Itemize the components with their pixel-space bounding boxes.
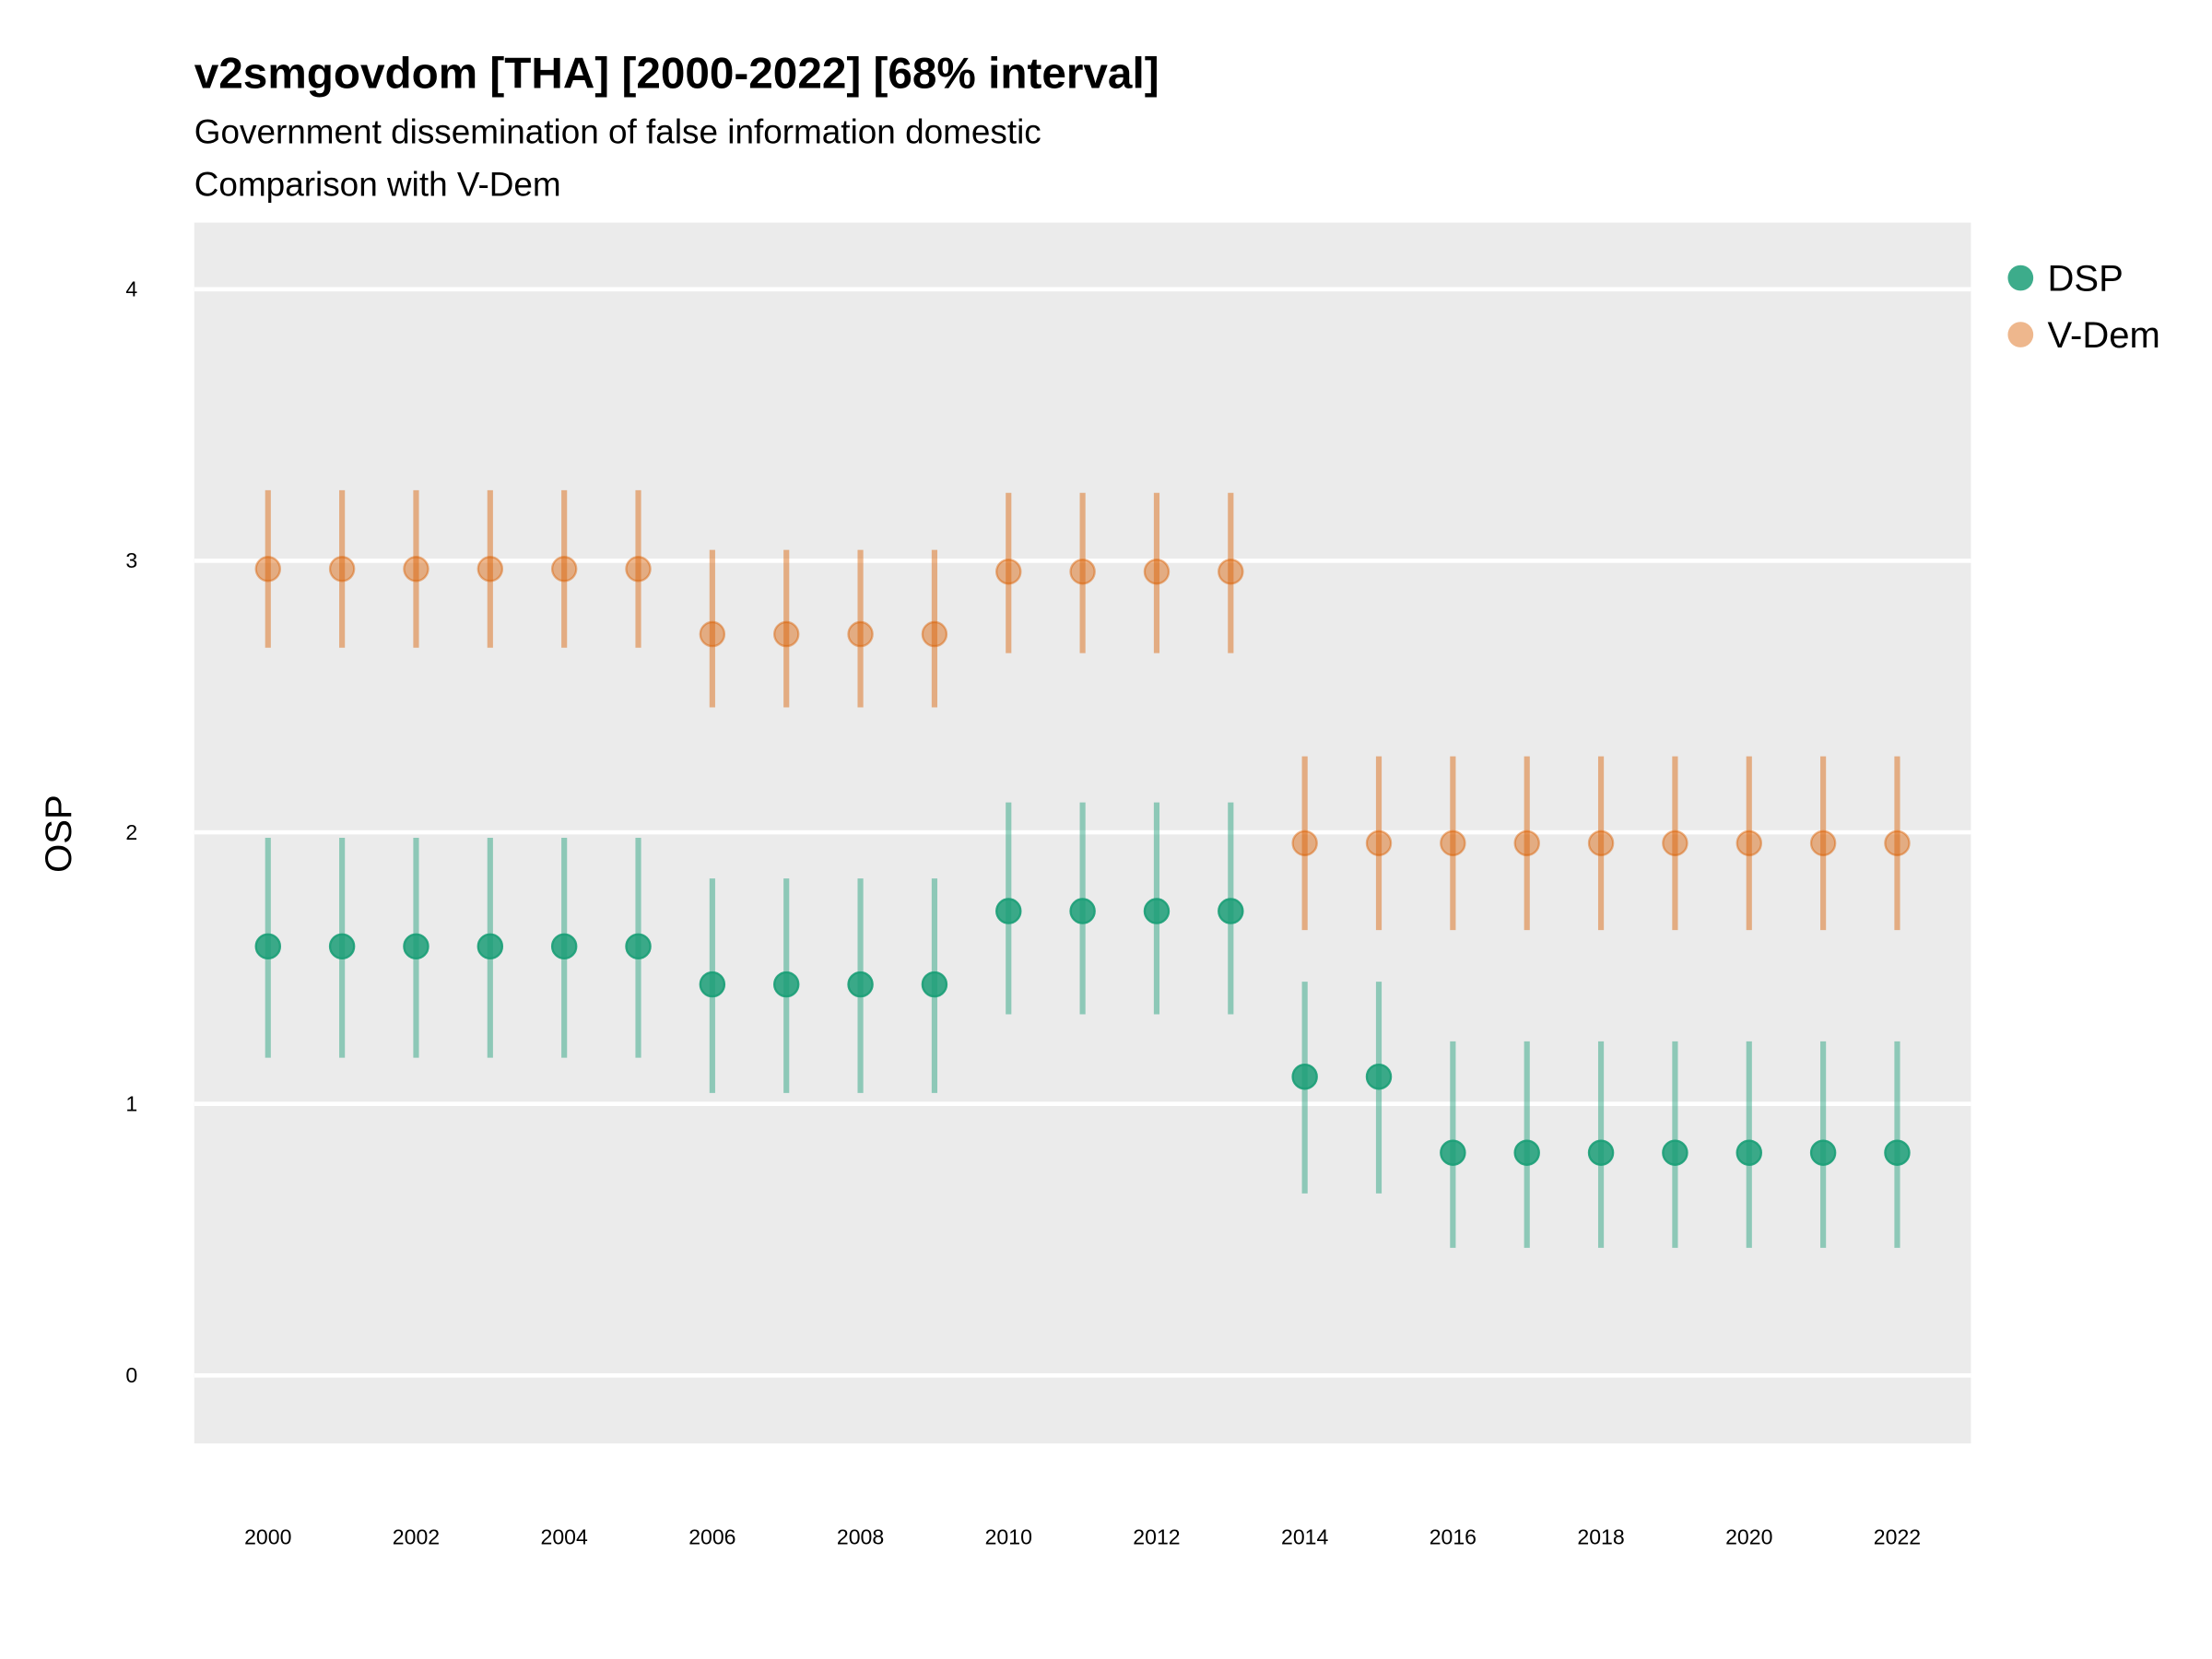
point-v-dem — [1069, 559, 1096, 585]
x-tick-label: 2004 — [541, 1524, 588, 1548]
chart-title: v2smgovdom [THA] [2000-2022] [68% interv… — [194, 49, 1159, 98]
legend-label-dsp: DSP — [2048, 258, 2124, 299]
chart-subtitle-2: Comparison with V-Dem — [194, 165, 561, 203]
point-v-dem — [550, 556, 578, 582]
y-tick-label: 0 — [125, 1363, 137, 1387]
point-dsp — [1440, 1139, 1466, 1166]
x-tick-label: 2008 — [837, 1524, 884, 1548]
point-v-dem — [254, 556, 281, 582]
point-dsp — [254, 933, 281, 960]
point-dsp — [1069, 898, 1096, 924]
point-dsp — [403, 933, 429, 960]
point-dsp — [995, 898, 1022, 924]
x-tick-label: 2016 — [1430, 1524, 1477, 1548]
point-v-dem — [1143, 559, 1171, 585]
point-v-dem — [1291, 830, 1318, 857]
legend-key-dsp — [2007, 265, 2034, 291]
point-v-dem — [1218, 559, 1244, 585]
x-tick-label: 2010 — [985, 1524, 1032, 1548]
point-v-dem — [847, 620, 874, 648]
point-v-dem — [328, 556, 356, 582]
x-tick-label: 2002 — [393, 1524, 440, 1548]
x-tick-label: 2014 — [1281, 1524, 1328, 1548]
y-axis-label: OSP — [39, 794, 79, 872]
y-tick-label: 4 — [125, 277, 137, 301]
x-tick-label: 2018 — [1577, 1524, 1624, 1548]
point-dsp — [1735, 1139, 1762, 1166]
point-v-dem — [1365, 830, 1393, 857]
point-dsp — [1662, 1139, 1688, 1166]
point-dsp — [625, 933, 652, 960]
legend-label-v-dem: V-Dem — [2048, 315, 2160, 356]
point-dsp — [1884, 1139, 1911, 1166]
point-v-dem — [1884, 830, 1911, 857]
point-v-dem — [1809, 830, 1837, 857]
point-dsp — [772, 971, 800, 998]
point-v-dem — [1587, 830, 1615, 857]
point-v-dem — [921, 620, 948, 648]
point-dsp — [1218, 898, 1244, 924]
point-dsp — [699, 971, 726, 998]
point-dsp — [477, 933, 504, 960]
x-tick-label: 2000 — [244, 1524, 291, 1548]
chart-subtitle: Government dissemination of false inform… — [194, 112, 1041, 150]
x-tick-label: 2020 — [1725, 1524, 1772, 1548]
y-tick-label: 1 — [125, 1091, 137, 1115]
point-dsp — [1809, 1139, 1837, 1166]
point-dsp — [921, 971, 948, 998]
point-v-dem — [477, 556, 504, 582]
x-tick-label: 2006 — [688, 1524, 735, 1548]
point-dsp — [1513, 1139, 1540, 1166]
x-tick-label: 2012 — [1133, 1524, 1180, 1548]
point-v-dem — [772, 620, 800, 648]
y-tick-label: 3 — [125, 548, 137, 572]
point-dsp — [550, 933, 578, 960]
legend-key-v-dem — [2007, 322, 2034, 347]
point-v-dem — [403, 556, 429, 582]
point-dsp — [847, 971, 874, 998]
point-dsp — [1365, 1063, 1393, 1090]
point-dsp — [328, 933, 356, 960]
point-v-dem — [625, 556, 652, 582]
point-dsp — [1291, 1063, 1318, 1090]
point-v-dem — [699, 620, 726, 648]
point-v-dem — [995, 559, 1022, 585]
point-v-dem — [1735, 830, 1762, 857]
point-dsp — [1143, 898, 1171, 924]
point-v-dem — [1513, 830, 1540, 857]
y-tick-label: 2 — [125, 820, 137, 844]
x-tick-label: 2022 — [1874, 1524, 1921, 1548]
point-v-dem — [1440, 830, 1466, 857]
point-v-dem — [1662, 830, 1688, 857]
point-dsp — [1587, 1139, 1615, 1166]
